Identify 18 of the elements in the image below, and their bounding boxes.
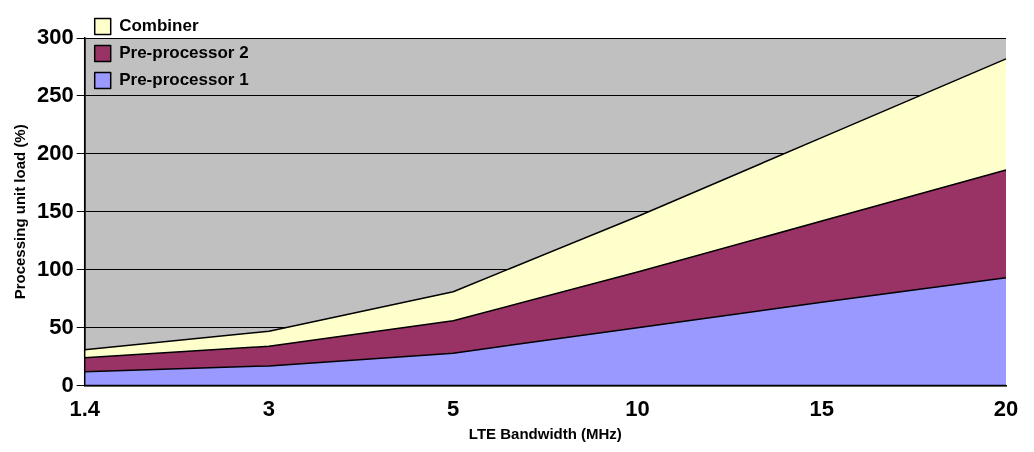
y-tick-label: 0: [61, 371, 74, 397]
x-tick-label: 5: [447, 395, 460, 421]
y-tick-label: 300: [36, 24, 74, 50]
y-tick-label: 100: [36, 255, 74, 281]
x-axis-title: LTE Bandwidth (MHz): [468, 425, 622, 443]
legend-label: Combiner: [119, 16, 199, 36]
x-tick-label: 3: [262, 395, 276, 421]
x-tick-label: 1.4: [69, 395, 101, 421]
y-tick-label: 150: [36, 197, 74, 223]
x-tick-label: 20: [993, 395, 1019, 421]
y-tick-label: 250: [36, 82, 74, 107]
y-tick-label: 50: [49, 313, 74, 339]
legend-label: Pre-processor 1: [119, 70, 249, 90]
y-axis-title: Processing unit load (%): [11, 124, 29, 300]
x-tick-label: 15: [809, 395, 834, 421]
legend-label: Pre-processor 2: [119, 43, 249, 63]
y-tick-label: 200: [36, 139, 74, 165]
x-tick-label: 10: [625, 395, 650, 421]
